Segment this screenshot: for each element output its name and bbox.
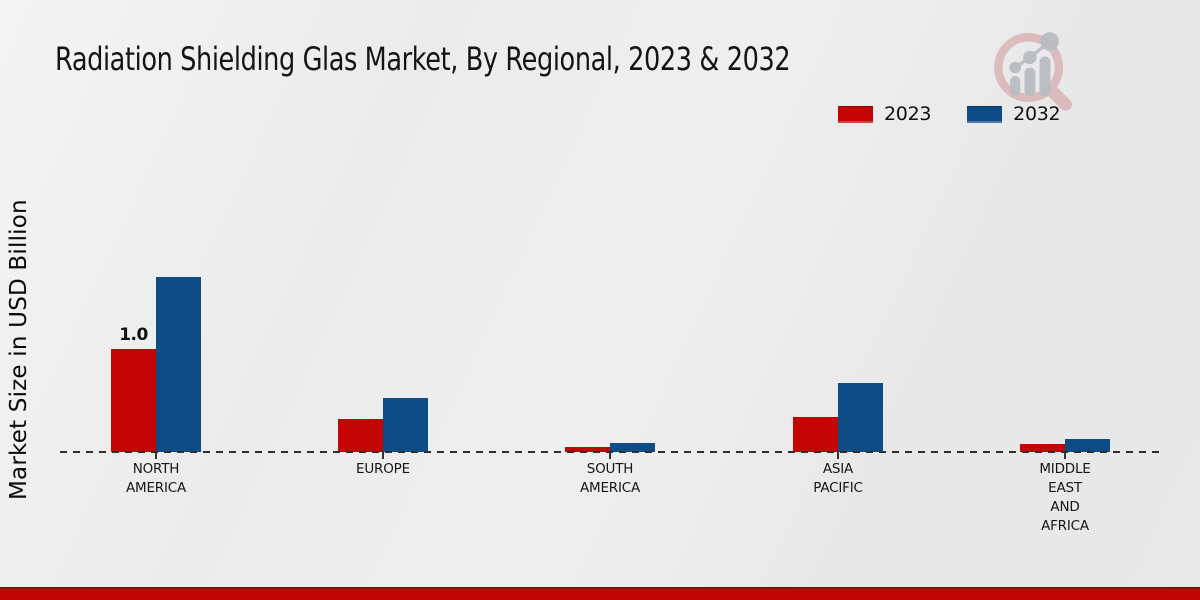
x-axis-line (60, 451, 1160, 453)
growth-bars-icon (1009, 32, 1059, 97)
legend-item-2032: 2032 (967, 103, 1061, 125)
bar-europe-2032 (383, 398, 428, 452)
footer-band (0, 587, 1200, 600)
x-axis-tick-asia-pacific (837, 452, 839, 459)
x-axis-tick-south-america (609, 452, 611, 459)
x-axis-tick-middle-east-and-africa (1064, 452, 1066, 459)
category-label-europe: EUROPE (356, 461, 410, 477)
bar-asia-pacific-2023 (793, 417, 838, 452)
category-label-middle-east-and-africa: MIDDLE EAST AND AFRICA (1039, 461, 1091, 534)
bar-asia-pacific-2032 (838, 383, 883, 452)
logo-watermark (994, 32, 1072, 111)
bar-middle-east-and-africa-2032 (1065, 439, 1110, 452)
bar-europe-2023 (338, 419, 383, 452)
bar-middle-east-and-africa-2023 (1020, 444, 1065, 452)
legend-swatch-2023 (838, 105, 873, 123)
bar-value-label-north-america-2023: 1.0 (119, 325, 148, 345)
bar-south-america-2032 (610, 443, 655, 452)
bar-south-america-2023 (565, 447, 610, 452)
category-label-south-america: SOUTH AMERICA (579, 461, 641, 496)
category-label-north-america: NORTH AMERICA (125, 461, 187, 496)
legend-item-2023: 2023 (838, 103, 931, 125)
magnifier-icon (994, 33, 1072, 111)
legend-swatch-2032 (967, 105, 1003, 123)
bar-north-america-2023 (111, 349, 156, 452)
category-label-asia-pacific: ASIA PACIFIC (813, 461, 863, 496)
legend-label-2023: 2023 (884, 103, 932, 125)
x-axis-tick-europe (382, 452, 384, 459)
x-axis-tick-north-america (155, 452, 157, 459)
bar-north-america-2032 (156, 277, 201, 452)
legend: 2023 2032 (838, 103, 1061, 125)
legend-label-2032: 2032 (1013, 103, 1061, 125)
chart-title-text: Radiation Shielding Glas Market, By Regi… (55, 40, 791, 78)
chart-title: Radiation Shielding Glas Market, By Regi… (55, 40, 791, 78)
